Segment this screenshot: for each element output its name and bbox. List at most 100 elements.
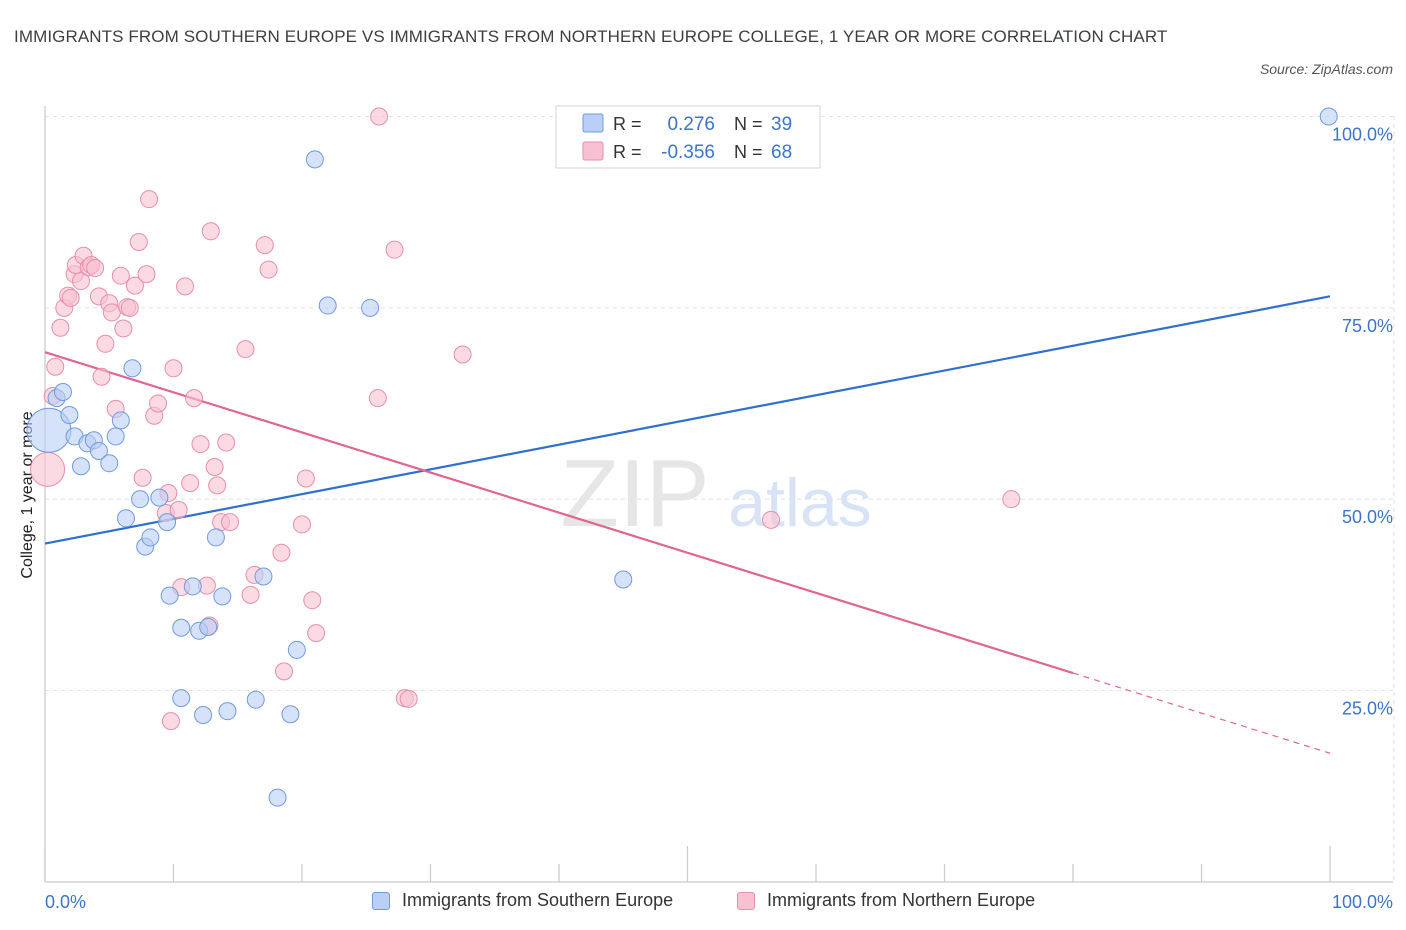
data-point-pink [293,515,311,534]
data-point-blue [89,441,108,460]
data-point-pink [191,435,210,454]
data-point-pink [92,367,111,386]
data-point-pink [368,389,387,408]
data-point-pink [453,345,472,364]
data-point-pink [137,265,156,284]
data-point-blue [218,702,237,721]
series-legend: Immigrants from Southern Europe Immigran… [0,890,1406,916]
legend-n-label: N = [734,114,763,134]
data-point-blue [150,488,169,507]
y-tick-label: 50.0% [1342,507,1393,527]
data-point-pink [272,543,291,562]
x-tick-label: 0.0% [45,892,86,912]
y-tick-label: 75.0% [1342,316,1393,336]
trend-line-blue [44,295,1331,545]
data-point-blue [172,689,191,708]
legend-item-southern-europe: Immigrants from Southern Europe [372,890,673,911]
data-point-pink [161,712,180,731]
axes [44,106,1393,883]
data-point-pink [133,468,152,487]
legend-item-northern-europe: Immigrants from Northern Europe [737,890,1035,911]
data-point-blue [213,587,232,606]
data-point-blue [60,405,79,424]
legend-r-value: 0.276 [667,114,715,135]
data-point-blue [71,457,90,476]
legend-n-value: 39 [771,114,792,135]
data-point-pink [255,236,274,255]
data-points [26,107,1338,807]
data-point-blue [361,298,380,317]
data-point-pink [169,500,188,519]
legend-r-value: -0.356 [661,142,715,163]
data-point-blue [141,528,160,547]
data-point-pink [201,222,220,241]
chart-title: IMMIGRANTS FROM SOUTHERN EUROPE VS IMMIG… [14,27,1168,46]
data-point-blue [281,705,300,724]
source-label: Source: ZipAtlas.com [1259,61,1393,77]
x-tick-label: 100.0% [1332,892,1393,912]
data-point-blue [305,150,324,169]
watermark-atlas: atlas [728,465,872,541]
data-point-blue [318,296,337,315]
y-tick-label: 100.0% [1332,125,1393,145]
data-point-pink [61,288,80,307]
legend-n-value: 68 [771,142,792,163]
trend-line-extension-pink [1072,672,1331,754]
legend-label-southern-europe: Immigrants from Southern Europe [402,890,674,910]
legend-swatch-pink [582,141,604,161]
data-point-blue [131,490,150,509]
data-point-pink [51,318,70,337]
data-point-blue [123,359,142,378]
data-point-pink [221,513,240,532]
gridlines [45,116,1395,882]
legend-n-label: N = [734,142,763,162]
trend-lines [44,295,1331,754]
legend-r-label: R = [613,142,642,162]
data-point-blue [194,705,213,724]
data-point-blue [116,509,135,528]
data-point-blue [53,383,72,402]
legend-swatch-blue [582,113,604,133]
data-point-pink [86,259,105,278]
data-point-pink [385,240,404,259]
data-point-pink [149,394,168,413]
legend-r-label: R = [613,114,642,134]
data-point-pink [241,585,260,604]
data-point-blue [287,640,306,659]
data-point-pink [370,107,389,126]
legend-swatch-pink [737,891,755,910]
data-point-pink [125,276,144,295]
data-point-pink [176,277,195,296]
data-point-pink [102,303,121,322]
data-point-blue [100,454,119,473]
data-point-pink [762,510,781,529]
data-point-pink [71,272,90,291]
data-point-pink [236,340,255,359]
data-point-pink [129,233,148,252]
data-point-pink [259,260,278,279]
data-point-blue [206,528,225,547]
legend-swatch-blue [372,891,390,910]
data-point-pink [114,319,133,338]
data-point-blue [106,427,125,446]
data-point-pink [185,389,204,408]
data-point-blue [614,570,633,589]
data-point-pink [96,334,115,353]
data-point-pink [296,469,315,488]
data-point-blue [172,618,191,637]
data-point-pink [46,357,65,376]
data-point-blue [254,567,273,586]
data-point-pink [275,662,294,681]
legend-label-northern-europe: Immigrants from Northern Europe [767,890,1036,910]
data-point-pink [208,476,227,495]
data-point-pink [399,689,418,708]
data-point-pink [307,624,326,643]
data-point-pink [111,266,130,285]
data-point-blue [158,513,177,532]
data-point-pink [1002,490,1021,509]
data-point-blue [199,617,218,636]
data-point-blue [1319,107,1338,126]
data-point-pink [205,458,224,477]
data-point-blue [111,411,130,430]
